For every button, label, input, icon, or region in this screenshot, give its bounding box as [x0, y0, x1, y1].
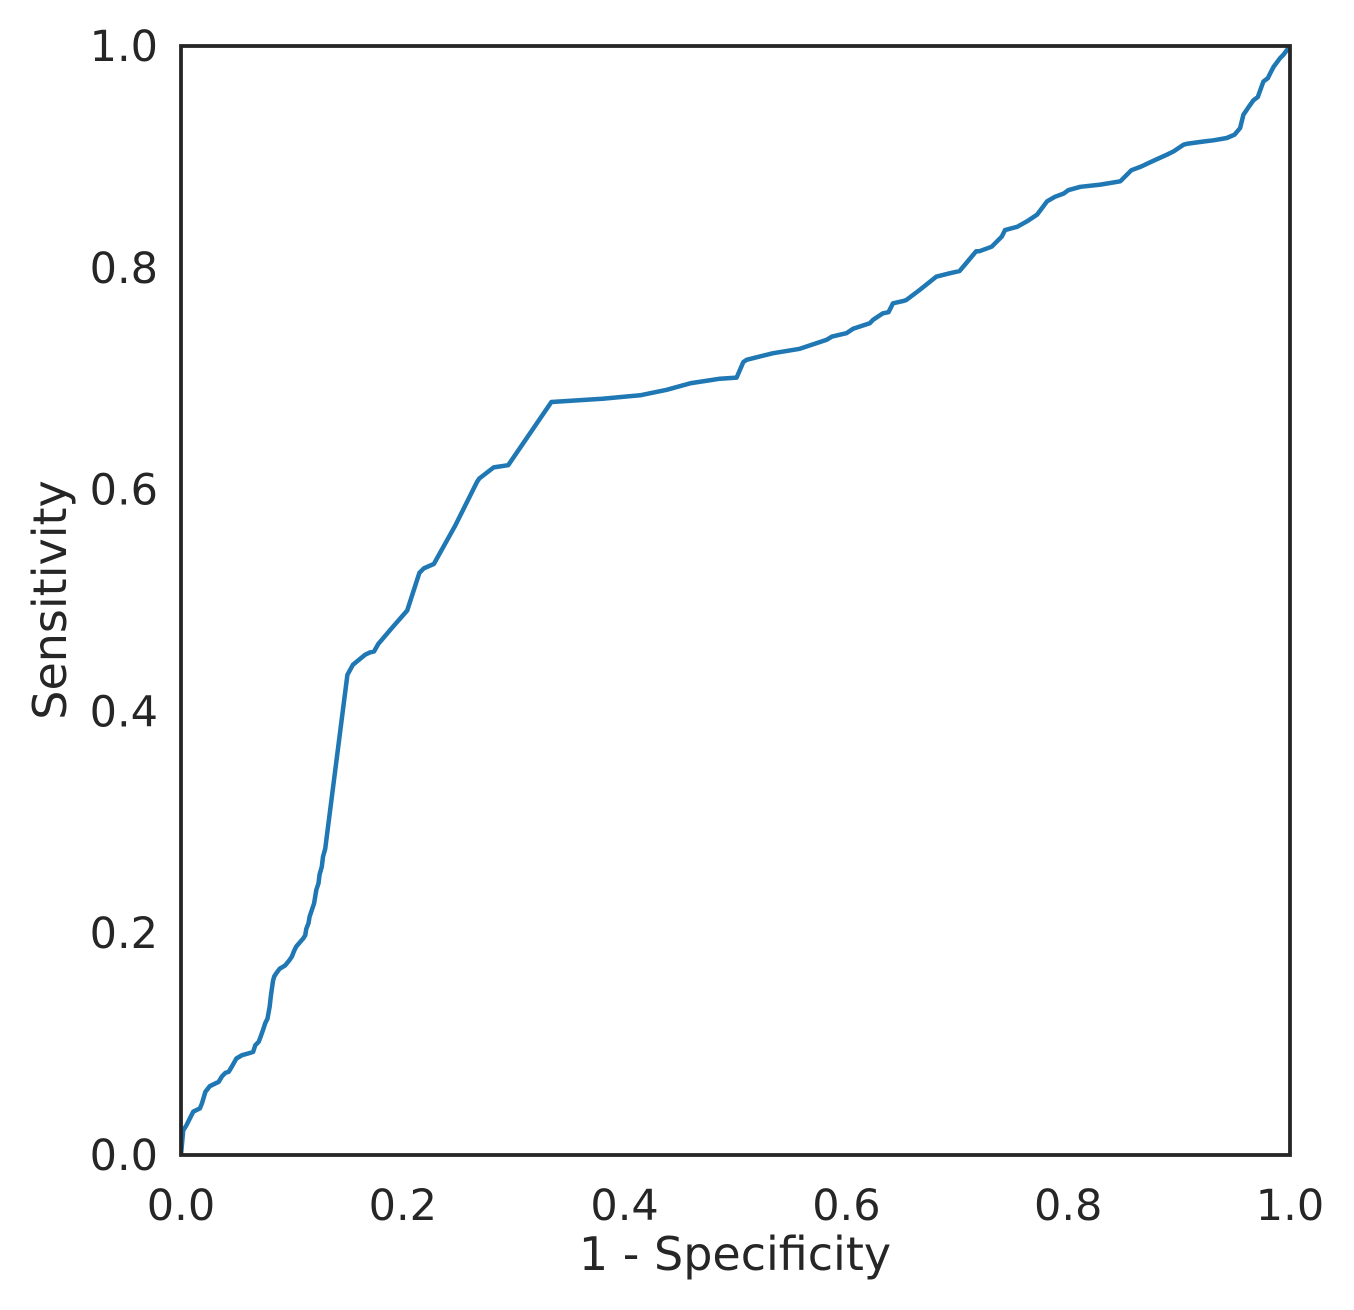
x-tick-labels: 0.0 0.2 0.4 0.6 0.8 1.0 [147, 1181, 1324, 1231]
x-tick-label: 0.6 [812, 1181, 880, 1231]
y-tick-label: 0.0 [90, 1131, 158, 1181]
x-tick-label: 1.0 [1256, 1181, 1324, 1231]
x-tick-label: 0.2 [369, 1181, 437, 1231]
y-axis-label: Sensitivity [23, 480, 77, 719]
x-tick-label: 0.0 [147, 1181, 215, 1231]
y-tick-labels: 0.0 0.2 0.4 0.6 0.8 1.0 [90, 22, 158, 1181]
x-tick-label: 0.4 [590, 1181, 658, 1231]
y-tick-label: 0.6 [90, 466, 158, 516]
x-axis-label: 1 - Specificity [579, 1227, 891, 1281]
x-tick-label: 0.8 [1034, 1181, 1102, 1231]
y-tick-label: 1.0 [90, 22, 158, 72]
y-tick-label: 0.8 [90, 244, 158, 294]
plot-border [179, 44, 1292, 1157]
y-tick-label: 0.4 [90, 687, 158, 737]
y-tick-label: 0.2 [90, 909, 158, 959]
roc-series [181, 46, 1290, 1155]
roc-curve-line [181, 46, 1290, 1155]
